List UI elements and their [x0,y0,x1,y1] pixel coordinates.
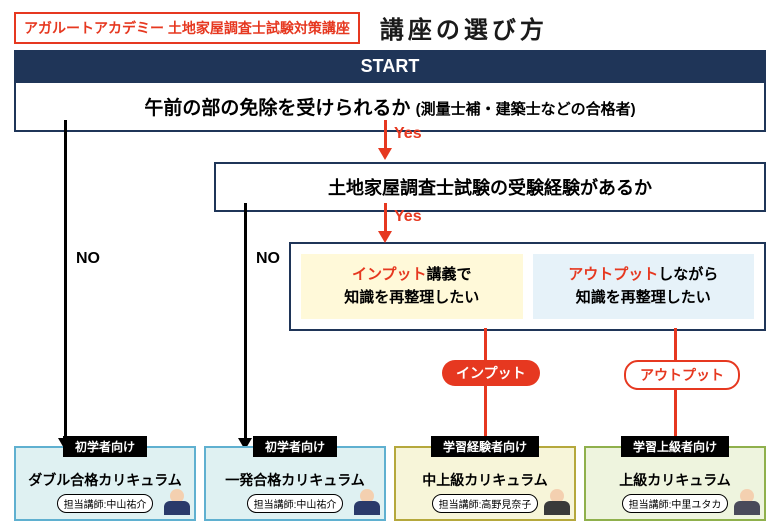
opt-output-rest: しながら [658,266,718,283]
card-instructor: 担当講師:中山祐介 [57,494,154,513]
arrow-q1-no [64,120,67,440]
pill-output: アウトプット [624,360,740,390]
option-output: アウトプットしながら 知識を再整理したい [533,254,755,319]
q1-main: 午前の部の免除を受けられるか [144,98,410,119]
opt-output-line2: 知識を再整理したい [576,289,711,306]
card-double-pass: 初学者向け ダブル合格カリキュラム 担当講師:中山祐介 [14,446,196,521]
arrow-q2-yes [384,203,387,233]
option-input: インプット講義で 知識を再整理したい [301,254,523,319]
label-yes-1: Yes [394,125,422,143]
arrow-head-q2-yes [378,231,392,243]
arrow-head-q1-yes [378,148,392,160]
result-cards: 初学者向け ダブル合格カリキュラム 担当講師:中山祐介 初学者向け 一発合格カリ… [14,446,766,521]
arrow-q1-yes [384,120,387,150]
avatar [354,483,380,515]
card-tag: 学習経験者向け [431,436,539,457]
q2-wrap: 土地家屋調査士試験の受験経験があるか Yes インプット講義で 知識を再整理した… [214,162,766,331]
question-3-options: インプット講義で 知識を再整理したい アウトプットしながら 知識を再整理したい [289,242,766,331]
card-tag: 初学者向け [63,436,147,457]
flowchart: START 午前の部の免除を受けられるか (測量士補・建築士などの合格者) Ye… [14,50,766,331]
label-yes-2: Yes [394,208,422,226]
card-single-pass: 初学者向け 一発合格カリキュラム 担当講師:中山祐介 [204,446,386,521]
pill-input: インプット [442,360,540,386]
card-instructor: 担当講師:中里ユタカ [622,494,729,513]
opt-input-rest: 講義で [427,266,472,283]
header: アガルートアカデミー 土地家屋調査士試験対策講座 講座の選び方 [0,0,780,55]
arrow-q2-no [244,203,247,440]
academy-tag: アガルートアカデミー 土地家屋調査士試験対策講座 [14,12,360,44]
q1-sub: (測量士補・建築士などの合格者) [416,101,636,118]
card-tag: 初学者向け [253,436,337,457]
page-title: 講座の選び方 [380,10,548,45]
avatar [544,483,570,515]
opt-output-highlight: アウトプット [568,266,658,283]
question-1: 午前の部の免除を受けられるか (測量士補・建築士などの合格者) [14,83,766,132]
card-intermediate: 学習経験者向け 中上級カリキュラム 担当講師:高野見奈子 [394,446,576,521]
opt-input-highlight: インプット [352,266,427,283]
opt-input-line2: 知識を再整理したい [344,289,479,306]
card-instructor: 担当講師:中山祐介 [247,494,344,513]
card-instructor: 担当講師:高野見奈子 [432,494,539,513]
label-no-1: NO [76,250,100,268]
card-tag: 学習上級者向け [621,436,729,457]
start-bar: START [14,50,766,83]
card-advanced: 学習上級者向け 上級カリキュラム 担当講師:中里ユタカ [584,446,766,521]
avatar [164,483,190,515]
avatar [734,483,760,515]
question-2: 土地家屋調査士試験の受験経験があるか [214,162,766,212]
label-no-2: NO [256,250,280,268]
